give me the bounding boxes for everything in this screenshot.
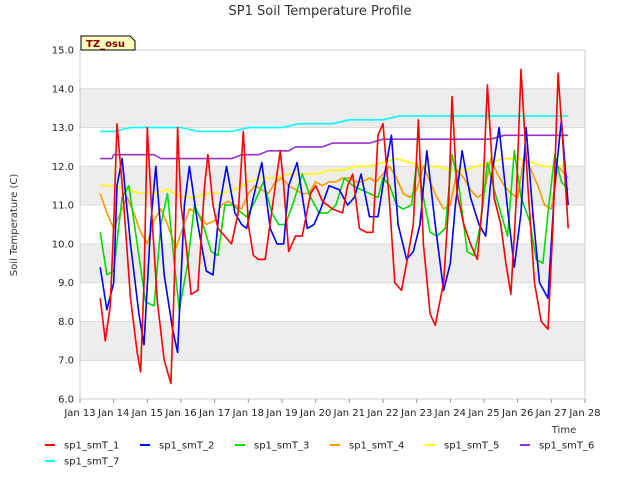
x-tick-label: Jan 26 <box>501 408 533 419</box>
background-band <box>80 88 585 128</box>
x-tick-label: Jan 16 <box>164 408 196 419</box>
series-line-sp1_smT_6 <box>100 134 569 160</box>
legend-item: sp1_smT_4 <box>330 441 404 452</box>
badge-label: TZ_osu <box>86 39 125 50</box>
legend-label: sp1_smT_7 <box>64 457 119 468</box>
legend-label: sp1_smT_6 <box>539 441 594 452</box>
background-band <box>80 166 585 206</box>
legend-item: sp1_smT_6 <box>520 441 594 452</box>
series-line-sp1_smT_4 <box>99 153 569 249</box>
y-tick-label: 6.0 <box>58 395 74 406</box>
x-tick-label: Jan 19 <box>265 408 297 419</box>
y-tick-label: 9.0 <box>58 278 74 289</box>
x-tick-label: Jan 20 <box>299 408 331 419</box>
series-lines <box>99 68 569 385</box>
legend-label: sp1_smT_5 <box>444 441 499 452</box>
background-band <box>80 321 585 361</box>
chart-legend: sp1_smT_1 sp1_smT_2 sp1_smT_3 sp1_smT_4 sp1_… <box>45 441 594 468</box>
legend-label: sp1_smT_2 <box>159 441 214 452</box>
legend-item: sp1_smT_5 <box>425 441 499 452</box>
legend-item: sp1_smT_1 <box>45 441 119 452</box>
x-tick-label: Jan 17 <box>198 408 230 419</box>
legend-item: sp1_smT_3 <box>235 441 309 452</box>
y-tick-label: 12.0 <box>52 162 74 173</box>
y-axis-ticks: 6.0 7.0 8.0 9.0 10.0 11.0 12.0 13.0 14.0 15.0 <box>52 46 74 406</box>
x-tick-label: Jan 24 <box>434 408 466 419</box>
x-tick-label: Jan 21 <box>333 408 365 419</box>
x-axis-title: Time <box>551 425 576 436</box>
x-tick-label: Jan 28 <box>568 408 600 419</box>
x-tick-label: Jan 27 <box>535 408 567 419</box>
series-line-sp1_smT_3 <box>99 150 569 311</box>
x-tick-label: Jan 23 <box>400 408 432 419</box>
x-tick-label: Jan 13 <box>63 408 95 419</box>
series-line-sp1_smT_1 <box>99 68 569 385</box>
y-axis-title: Soil Temperature (C) <box>9 174 20 277</box>
x-tick-label: Jan 22 <box>366 408 398 419</box>
chart-title: SP1 Soil Temperature Profile <box>229 4 412 19</box>
y-tick-label: 8.0 <box>58 317 74 328</box>
plot-background-bands <box>80 88 585 361</box>
legend-label: sp1_smT_4 <box>349 441 404 452</box>
y-tick-label: 15.0 <box>52 46 74 57</box>
x-tick-label: Jan 14 <box>97 408 129 419</box>
legend-item: sp1_smT_7 <box>45 457 119 468</box>
legend-label: sp1_smT_3 <box>254 441 309 452</box>
x-tick-label: Jan 18 <box>232 408 264 419</box>
legend-item: sp1_smT_2 <box>140 441 214 452</box>
y-tick-label: 7.0 <box>58 356 74 367</box>
badge-box <box>80 35 136 51</box>
plot-area-frame <box>79 49 586 400</box>
x-axis-ticks: Jan 13 Jan 14 Jan 15 Jan 16 Jan 17 Jan 18 Jan … <box>63 399 601 419</box>
y-tick-label: 14.0 <box>52 84 74 95</box>
legend-label: sp1_smT_1 <box>64 441 119 452</box>
series-line-sp1_smT_2 <box>99 119 569 354</box>
site-badge: TZ_osu <box>80 35 136 51</box>
y-tick-label: 10.0 <box>52 239 74 250</box>
x-tick-label: Jan 25 <box>467 408 499 419</box>
y-tick-label: 11.0 <box>52 201 74 212</box>
y-tick-label: 13.0 <box>52 123 74 134</box>
x-tick-label: Jan 15 <box>131 408 163 419</box>
